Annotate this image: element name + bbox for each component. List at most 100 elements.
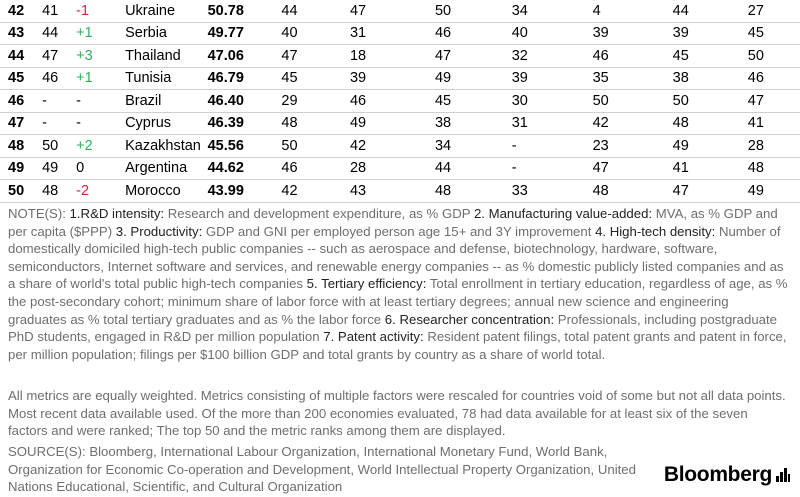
total-score-cell: 49.77 — [207, 22, 282, 45]
metric-rank-cell: 49 — [672, 134, 748, 158]
table-row: 44 47 +3 Thailand 47.06 47 18 47 32 46 45 50 — [0, 44, 800, 68]
metric-rank-cell: 41 — [672, 157, 748, 180]
metric-rank-cell: 45 — [434, 89, 512, 113]
total-score-cell: 46.39 — [207, 112, 282, 135]
metric-rank-cell: 42 — [592, 112, 673, 135]
metric-rank-cell: 48 — [281, 112, 350, 135]
rank-change-cell: +3 — [76, 44, 126, 68]
note-text: Research and development expenditure, as… — [164, 206, 474, 221]
metric-rank-cell: 43 — [349, 179, 435, 203]
metric-rank-cell: 50 — [672, 89, 748, 113]
metric-rank-cell: 39 — [349, 67, 435, 90]
metric-rank-cell: 45 — [281, 67, 350, 90]
metric-rank-cell: 40 — [511, 22, 593, 45]
metric-rank-cell: 44 — [434, 157, 512, 180]
table-row: 48 50 +2 Kazakhstan 45.56 50 42 34-23 49 28 — [0, 134, 800, 158]
note-label: 5. Tertiary efficiency: — [306, 276, 427, 292]
ranking-table: 42 41 -1 Ukraine 50.78 44 47 50 34 4 44 27 43 44 +1 Ser… — [0, 0, 800, 203]
metric-rank-cell: 48 — [747, 157, 800, 180]
metric-rank-cell: 49 — [349, 112, 435, 135]
total-score-cell: 46.79 — [207, 67, 282, 90]
metric-rank-cell: 39 — [511, 67, 593, 90]
previous-rank-cell: 46 — [42, 67, 77, 90]
total-score-cell: 44.62 — [207, 157, 282, 180]
country-cell: Brazil — [125, 89, 208, 113]
metric-rank-cell: 46 — [747, 67, 800, 90]
metric-rank-cell: 39 — [672, 22, 748, 45]
metric-rank-cell: 46 — [349, 89, 435, 113]
note-label: 7. Patent activity: — [323, 329, 424, 345]
note-label: 4. High-tech density: — [595, 223, 716, 239]
table-row: 50 48 -2 Morocco 43.99 42 43 48 33 48 47 49 — [0, 179, 800, 203]
rank-cell: 45 — [0, 67, 43, 90]
metric-rank-cell: 50 — [281, 134, 350, 158]
sources-note: SOURCE(S): Bloomberg, International Labo… — [8, 444, 636, 495]
metric-rank-cell: 28 — [349, 157, 435, 180]
metric-rank-cell: 47 — [672, 179, 748, 203]
rank-cell: 43 — [0, 22, 43, 45]
previous-rank-cell: - — [42, 112, 77, 135]
previous-rank-cell: 50 — [42, 134, 77, 158]
rank-cell: 48 — [0, 134, 43, 158]
metric-rank-cell: 31 — [511, 112, 593, 135]
metric-rank-cell: 33 — [511, 179, 593, 203]
country-cell: Ukraine — [125, 0, 208, 23]
table-row: 46- - Brazil 46.40 29 46 45 30 50 50 47 — [0, 89, 800, 113]
bar-chart-icon — [776, 468, 790, 482]
note-text: Number of domestically domiciled high-te… — [8, 223, 784, 292]
metric-rank-cell: 45 — [672, 44, 748, 68]
rank-cell: 46 — [0, 89, 43, 113]
table-row: 47- - Cyprus 46.39 48 49 38 31 42 48 41 — [0, 112, 800, 135]
metric-rank-cell: 48 — [592, 179, 673, 203]
total-score-cell: 43.99 — [207, 179, 282, 203]
country-cell: Serbia — [125, 22, 208, 45]
table-row: 43 44 +1 Serbia 49.77 40 31 46 40 39 39 45 — [0, 22, 800, 45]
metric-rank-cell: 42 — [349, 134, 435, 158]
metric-rank-cell: 44 — [281, 0, 350, 23]
note-label: 2. Manufacturing value-added: — [473, 206, 653, 221]
metric-rank-cell: 46 — [434, 22, 512, 45]
rank-change-cell: 0 — [76, 157, 126, 180]
rank-cell: 47 — [0, 112, 43, 135]
previous-rank-cell: 48 — [42, 179, 77, 203]
rank-change-cell: - — [76, 112, 126, 135]
rank-cell: 49 — [0, 157, 43, 180]
note-text: Resident patent filings, total patent gr… — [8, 329, 787, 362]
metric-rank-cell: 32 — [511, 44, 593, 68]
metric-rank-cell: 46 — [592, 44, 673, 68]
rank-change-cell: -1 — [76, 0, 126, 23]
metric-rank-cell: 40 — [281, 22, 350, 45]
country-cell: Cyprus — [125, 112, 208, 135]
rank-change-cell: +1 — [76, 67, 126, 90]
total-score-cell: 47.06 — [207, 44, 282, 68]
metric-rank-cell: 50 — [434, 0, 512, 23]
previous-rank-cell: - — [42, 89, 77, 113]
metric-rank-cell: 50 — [747, 44, 800, 68]
bloomberg-logo: Bloomberg — [664, 463, 790, 487]
metric-rank-cell: 48 — [672, 112, 748, 135]
metric-rank-cell: 47 — [349, 0, 435, 23]
previous-rank-cell: 41 — [42, 0, 77, 23]
rank-change-cell: +2 — [76, 134, 126, 158]
note-text: Professionals, including postgraduate Ph… — [8, 311, 778, 345]
country-cell: Morocco — [125, 179, 208, 203]
note-label: 1.R&D intensity: — [69, 206, 165, 221]
note-text: MVA, as % GDP and per capita ($PPP) — [8, 206, 778, 239]
metric-rank-cell: 49 — [747, 179, 800, 203]
metric-rank-cell: 47 — [592, 157, 673, 180]
country-cell: Kazakhstan — [125, 134, 208, 158]
table-row: 49 49 0 Argentina 44.62 46 28 44-47 41 48 — [0, 157, 800, 180]
weighting-note: All metrics are equally weighted. Metric… — [8, 388, 786, 439]
metric-rank-cell: - — [511, 157, 593, 180]
rank-change-cell: - — [76, 89, 126, 113]
previous-rank-cell: 47 — [42, 44, 77, 68]
metric-rank-cell: 50 — [592, 89, 673, 113]
notes-paragraph: NOTE(S): 1.R&D intensity: Research and d… — [8, 205, 788, 363]
metric-rank-cell: 47 — [434, 44, 512, 68]
rank-cell: 42 — [0, 0, 43, 23]
rank-change-cell: +1 — [76, 22, 126, 45]
country-cell: Argentina — [125, 157, 208, 180]
note-label: 6. Researcher concentration: — [384, 311, 555, 327]
metric-rank-cell: 34 — [434, 134, 512, 158]
